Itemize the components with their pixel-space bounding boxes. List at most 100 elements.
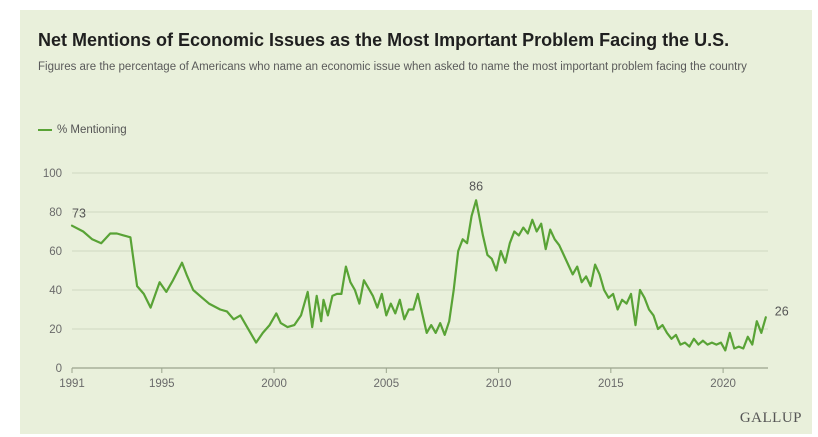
data-point: [706, 343, 709, 346]
data-point: [136, 285, 139, 288]
data-point: [522, 226, 525, 229]
value-callout: 73: [72, 207, 86, 221]
data-point: [711, 341, 714, 344]
data-point: [201, 297, 204, 300]
data-point: [331, 295, 334, 298]
data-point: [549, 228, 552, 231]
legend-line-swatch: [38, 128, 52, 132]
data-point: [452, 289, 455, 292]
x-tick-label: 1991: [59, 378, 85, 390]
data-point: [293, 324, 296, 327]
data-point: [684, 341, 687, 344]
data-point: [100, 242, 103, 245]
data-point: [466, 242, 469, 245]
data-point: [531, 219, 534, 222]
data-point: [518, 234, 521, 237]
data-point: [226, 310, 229, 313]
data-point: [340, 293, 343, 296]
data-point: [540, 222, 543, 225]
data-point: [742, 347, 745, 350]
chart-subtitle: Figures are the percentage of Americans …: [38, 61, 747, 73]
data-point: [275, 312, 278, 315]
x-axis: 1991 1995 2000 2005 2010 2015 2020: [59, 368, 736, 390]
data-point: [491, 258, 494, 261]
data-point: [643, 297, 646, 300]
line-chart: 0 20 40 60 80 100 1991 1995 2000 2005 2010 2015 202…: [43, 168, 789, 390]
series-layer: [70, 199, 768, 352]
data-point: [648, 308, 651, 311]
data-point: [306, 291, 309, 294]
data-point: [470, 215, 473, 218]
data-point: [412, 308, 415, 311]
data-point: [399, 299, 402, 302]
x-tick-label: 1995: [149, 378, 175, 390]
data-point: [349, 281, 352, 284]
data-point: [675, 334, 678, 337]
data-point: [262, 332, 265, 335]
gallup-logo: GALLUP: [739, 410, 802, 426]
data-point: [372, 295, 375, 298]
data-point: [158, 281, 161, 284]
data-point: [486, 254, 489, 257]
data-point: [715, 343, 718, 346]
data-point: [765, 316, 768, 319]
data-point: [219, 308, 222, 311]
value-callout: 86: [469, 179, 483, 193]
data-point: [434, 332, 437, 335]
data-point: [443, 334, 446, 337]
data-point: [621, 299, 624, 302]
data-point: [527, 232, 530, 235]
x-tick-label: 2000: [261, 378, 287, 390]
data-point: [286, 326, 289, 329]
data-point: [688, 345, 691, 348]
annotations: 73 86 26: [72, 179, 789, 318]
data-point: [500, 250, 503, 253]
data-point: [457, 250, 460, 253]
data-point: [417, 293, 420, 296]
data-point: [589, 285, 592, 288]
data-point: [513, 230, 516, 233]
data-point: [246, 326, 249, 329]
y-tick-label: 40: [49, 285, 62, 297]
data-point: [255, 341, 258, 344]
data-point: [367, 287, 370, 290]
data-point: [461, 238, 464, 241]
data-point: [616, 308, 619, 311]
data-point: [91, 238, 94, 241]
data-point: [448, 320, 451, 323]
data-point: [482, 234, 485, 237]
x-tick-label: 2010: [486, 378, 512, 390]
data-point: [477, 211, 480, 214]
data-point: [607, 297, 610, 300]
data-point: [544, 248, 547, 251]
data-point: [475, 199, 478, 202]
data-point: [82, 230, 85, 233]
data-point: [208, 302, 211, 305]
legend-label: % Mentioning: [57, 124, 127, 136]
data-point: [403, 318, 406, 321]
data-point: [733, 347, 736, 350]
data-point: [666, 332, 669, 335]
value-callout: 26: [775, 304, 789, 318]
y-axis: 0 20 40 60 80 100: [43, 168, 62, 375]
gridlines: [72, 172, 768, 369]
data-point: [390, 302, 393, 305]
data-point: [408, 308, 411, 311]
data-point: [639, 289, 642, 292]
y-tick-label: 0: [56, 363, 62, 375]
y-tick-label: 100: [43, 168, 62, 180]
data-point: [738, 345, 741, 348]
data-point: [268, 324, 271, 327]
data-point: [612, 293, 615, 296]
data-point: [385, 314, 388, 317]
data-point: [185, 273, 188, 276]
x-tick-label: 2020: [710, 378, 736, 390]
data-point: [535, 230, 538, 233]
data-point: [504, 261, 507, 264]
data-point: [232, 318, 235, 321]
data-point: [165, 291, 168, 294]
data-point: [109, 232, 112, 235]
data-point: [558, 244, 561, 247]
data-point: [71, 224, 74, 227]
data-point: [143, 293, 146, 296]
